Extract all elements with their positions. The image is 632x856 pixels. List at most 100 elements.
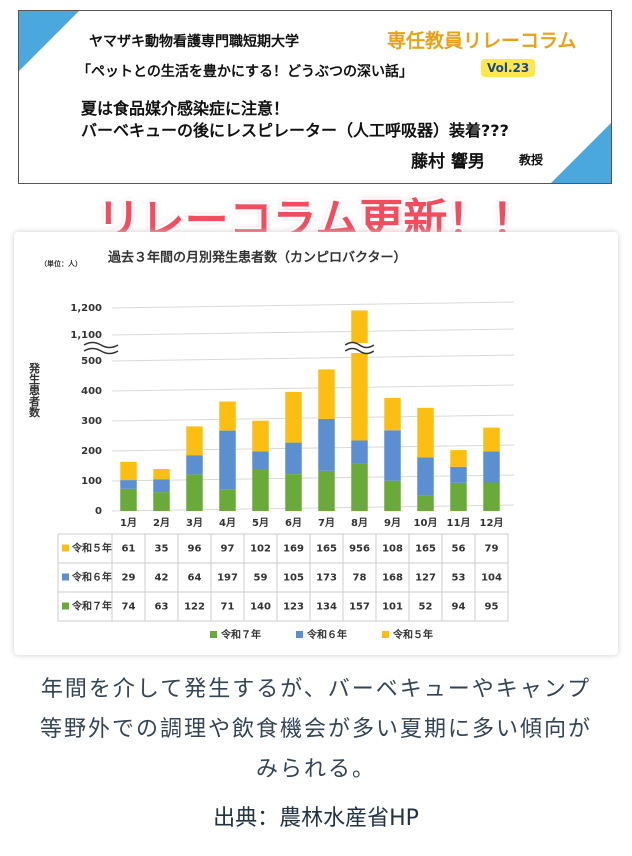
headline: 夏は食品媒介感染症に注意！ [81,99,290,118]
grid-line [111,474,515,482]
table-cell: 197 [217,573,238,584]
author: 藤村 響男 [411,152,485,172]
legend-swatch [296,631,303,638]
column-title: 「ペットとの生活を豊かにする！どうぶつの深い話」 [77,64,413,80]
bar-segment [285,391,302,443]
legend-swatch [382,631,389,638]
author-title: 教授 [519,153,544,167]
table-cell: 956 [349,544,370,555]
bar-segment [318,418,335,471]
bar-segment [351,310,368,441]
bar-segment [318,470,335,511]
x-tick-label: 2月 [153,517,170,529]
unit: （単位：人） [40,259,82,268]
table-cell: 63 [155,602,169,613]
table-border [57,533,509,622]
grid-line [111,414,515,422]
table-row-header: 令和５年 [71,542,112,555]
table-cell: 104 [481,573,502,584]
y-tick-label: 200 [81,446,102,457]
chart: （単位：人） 過去３年間の月別発生患者数（カンピロバクター） 発生患者数 0 10… [28,250,515,641]
table-cell: 169 [283,544,304,555]
x-tick-label: 4月 [219,517,236,529]
bar-segment [483,451,500,483]
grid-line [111,504,515,512]
legend-swatch [62,544,69,552]
caption: 年間を介して発生するが、バーベキューやキャンプ等野外での調理や飲食機会が多い夏期… [39,677,592,782]
grid-line [111,384,515,392]
table-cell: 140 [250,602,271,613]
table-cell: 74 [122,602,136,613]
table-cell: 52 [419,602,433,613]
table-cell: 173 [316,573,337,584]
table-cell: 64 [188,573,202,584]
bar-segment [417,457,434,496]
bar-segment [450,450,467,467]
axis-break [344,341,375,355]
y-tick-label: 1,100 [70,330,102,341]
table-cell: 134 [316,602,337,613]
bar-segment [318,369,335,419]
corner-decoration [551,123,611,183]
table-cell: 102 [250,544,271,555]
bar-segment [186,455,203,475]
school-name: ヤマザキ動物看護専門職短期大学 [89,34,299,50]
bar-segment [417,407,434,458]
legend-swatch [210,631,217,638]
table-cell: 59 [254,573,268,584]
y-tick-label: 500 [81,356,102,367]
table-cell: 79 [485,544,499,555]
grid-line [111,354,515,362]
x-tick-label: 7月 [318,517,335,529]
table-cell: 35 [155,544,169,555]
source: 出典：農林水産省HP [213,806,419,831]
table-cell: 101 [382,602,403,613]
table-cell: 122 [184,602,205,613]
bar-segment [285,442,302,475]
bar-segment [450,466,467,483]
y-tick-label: 100 [81,476,102,487]
x-tick-label: 10月 [414,517,438,529]
bar-segment [351,463,368,511]
bar-segment [219,489,236,511]
table-cell: 56 [452,544,466,555]
x-tick-label: 11月 [447,517,471,529]
table-cell: 95 [485,602,499,613]
grid-line [111,328,515,336]
y-tick-label: 300 [81,416,102,427]
x-tick-label: 9月 [384,517,401,529]
bar-segment [120,488,137,511]
table-cell: 97 [221,544,235,555]
table-cell: 108 [382,544,403,555]
header: ヤマザキ動物看護専門職短期大学 専任教員リレーコラム 「ペットとの生活を豊かにす… [18,10,612,184]
table-cell: 165 [316,544,337,555]
legend-label: 令和６年 [306,628,347,641]
volume: Vol.23 [481,59,536,77]
bar-segment [351,440,368,464]
table-cell: 157 [349,602,370,613]
table-cell: 127 [415,573,436,584]
bar-segment [153,479,170,493]
y-tick-label: 0 [95,506,102,517]
grid-line [111,444,515,452]
bar-segment [483,427,500,452]
bar-segment [120,480,137,489]
bar-segment [252,451,269,469]
bar-segment [120,461,137,481]
x-tick-label: 8月 [351,517,368,529]
axis-break-gap [345,343,374,353]
legend-swatch [62,602,69,610]
bar-segment [252,469,269,511]
y-tick-label: 400 [81,386,102,397]
bar-segment [186,426,203,456]
bar-segment [417,495,434,511]
x-tick-label: 3月 [186,517,203,529]
bar-segment [483,482,500,511]
bar-segment [384,397,401,431]
legend-label: 令和７年 [220,628,261,641]
table-row-header: 令和７年 [71,600,112,613]
axis-break-gap [84,343,118,353]
y-tick-label: 1,200 [70,303,102,314]
chart-card [14,232,618,655]
